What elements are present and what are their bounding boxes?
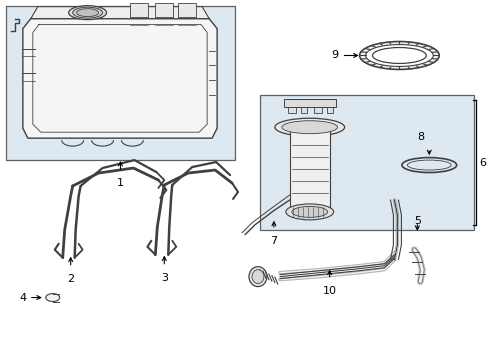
- Text: 9: 9: [331, 50, 338, 60]
- Ellipse shape: [69, 6, 106, 20]
- Polygon shape: [31, 7, 209, 19]
- Text: 4: 4: [19, 293, 26, 302]
- Text: 10: 10: [323, 285, 337, 296]
- Bar: [6, 6, 235, 160]
- Bar: [155, 3, 173, 17]
- Bar: [290, 127, 330, 210]
- Ellipse shape: [275, 118, 344, 136]
- Bar: [301, 99, 307, 113]
- Text: 8: 8: [417, 132, 424, 142]
- Ellipse shape: [46, 293, 60, 302]
- Ellipse shape: [76, 9, 98, 17]
- Bar: [284, 99, 336, 107]
- Ellipse shape: [73, 7, 102, 18]
- Polygon shape: [23, 19, 217, 138]
- Ellipse shape: [366, 45, 433, 67]
- Text: 5: 5: [414, 216, 421, 226]
- Text: 2: 2: [67, 274, 74, 284]
- Text: 6: 6: [479, 158, 486, 168]
- Bar: [260, 95, 474, 230]
- Bar: [130, 3, 148, 17]
- Ellipse shape: [286, 204, 334, 220]
- Ellipse shape: [292, 206, 328, 217]
- Ellipse shape: [282, 121, 338, 134]
- Ellipse shape: [252, 270, 264, 284]
- Bar: [288, 99, 296, 113]
- Ellipse shape: [249, 267, 267, 287]
- Text: 3: 3: [161, 273, 168, 283]
- Ellipse shape: [360, 41, 439, 69]
- Text: 7: 7: [270, 236, 277, 246]
- Bar: [314, 99, 322, 113]
- Text: 1: 1: [117, 178, 124, 188]
- Bar: [327, 99, 333, 113]
- Bar: [178, 3, 196, 17]
